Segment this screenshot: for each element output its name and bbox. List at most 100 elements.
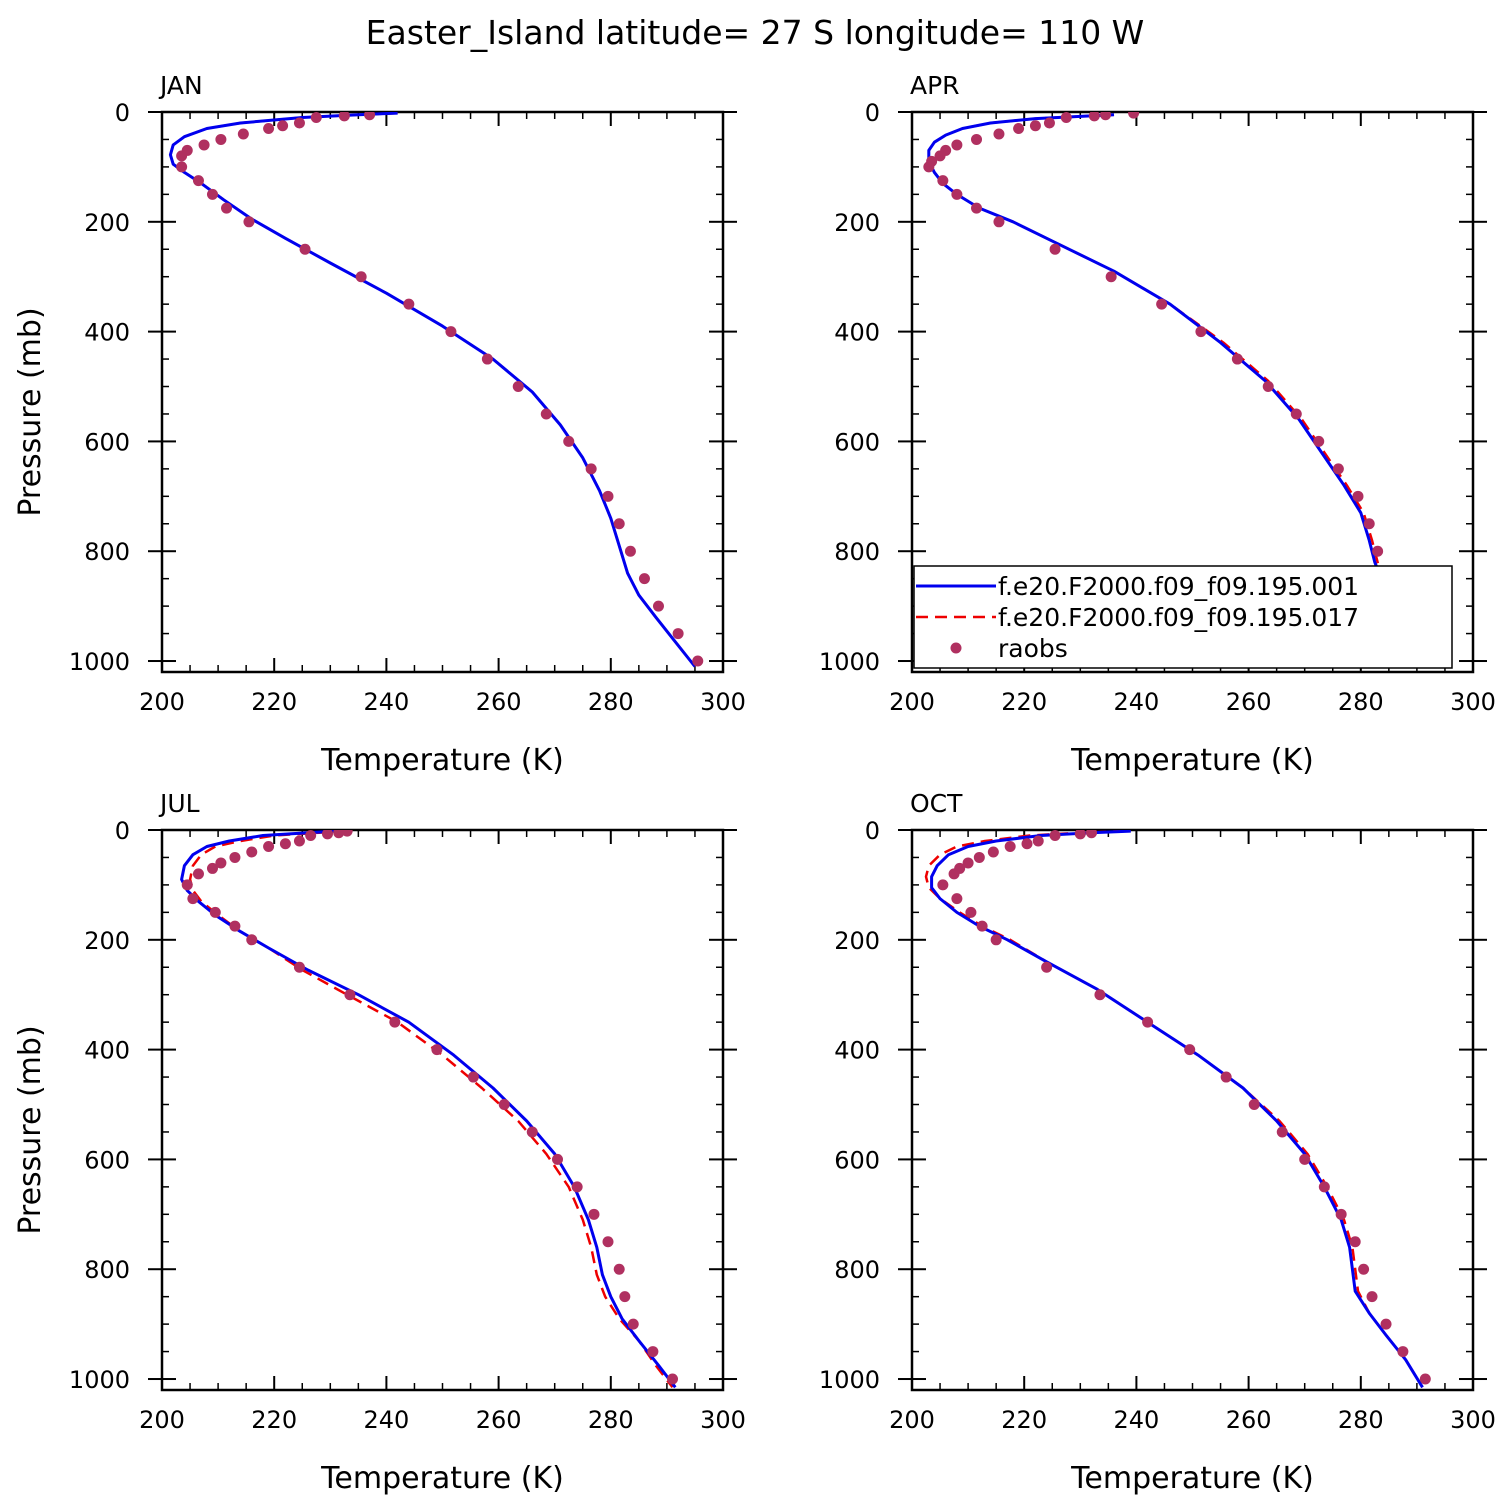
raobs-point	[1290, 408, 1302, 420]
raobs-point	[1021, 838, 1033, 850]
raobs-point	[299, 243, 311, 255]
y-tick-label: 600	[84, 1146, 130, 1174]
raobs-point	[176, 161, 188, 173]
raobs-point	[563, 435, 575, 447]
raobs-point	[481, 353, 493, 365]
x-axis-label: Temperature (K)	[1070, 1461, 1314, 1496]
plot-frame	[160, 110, 725, 674]
raobs-point	[364, 112, 376, 121]
raobs-point	[602, 1236, 614, 1248]
raobs-point	[355, 271, 367, 283]
y-tick-label: 200	[834, 209, 880, 237]
raobs-point	[526, 1126, 538, 1138]
x-tick-label: 280	[588, 688, 634, 716]
legend-label: f.e20.F2000.f09_f09.195.001	[998, 572, 1359, 601]
raobs-point	[1032, 835, 1044, 847]
raobs-point	[1332, 463, 1344, 475]
raobs-point	[246, 934, 258, 946]
legend-label: raobs	[998, 634, 1068, 663]
raobs-point	[923, 161, 935, 173]
raobs-point	[310, 112, 322, 123]
panel-label: JAN	[158, 71, 203, 100]
raobs-point	[293, 117, 305, 129]
raobs-point	[971, 202, 983, 214]
raobs-point	[937, 879, 949, 891]
raobs-point	[293, 961, 305, 973]
y-tick-label: 0	[865, 817, 880, 845]
raobs-point	[293, 835, 305, 847]
y-tick-label: 0	[115, 99, 130, 127]
raobs-point	[389, 1016, 401, 1028]
plot-area	[168, 112, 704, 668]
y-tick-label: 800	[834, 538, 880, 566]
raobs-point	[552, 1153, 564, 1165]
panel-label: JUL	[158, 789, 200, 818]
legend-marker-raobs	[950, 642, 962, 654]
raobs-point	[1060, 112, 1072, 123]
raobs-point	[951, 893, 963, 905]
x-tick-label: 200	[889, 688, 935, 716]
raobs-point	[951, 139, 963, 151]
raobs-point	[692, 655, 704, 667]
raobs-point	[305, 830, 317, 841]
plot-frame	[160, 828, 725, 1392]
y-tick-label: 1000	[69, 648, 130, 676]
x-axis-label: Temperature (K)	[1070, 743, 1314, 778]
raobs-point	[951, 188, 963, 200]
y-tick-label: 600	[834, 1146, 880, 1174]
series-001-line	[180, 830, 677, 1389]
raobs-point	[971, 133, 983, 145]
raobs-point	[585, 463, 597, 475]
raobs-point	[192, 175, 204, 187]
x-tick-label: 240	[1113, 688, 1159, 716]
raobs-point	[1358, 1263, 1370, 1275]
panel-jul: JUL 200 220 240 260 280 300 0 200 400 600 800 1000 Te…	[13, 789, 746, 1496]
raobs-point	[613, 518, 625, 530]
raobs-point	[1029, 120, 1041, 132]
x-axis-label: Temperature (K)	[320, 743, 564, 778]
raobs-point	[1195, 326, 1207, 338]
raobs-point	[652, 600, 664, 612]
raobs-point	[613, 1263, 625, 1275]
x-tick-label: 220	[1001, 1406, 1047, 1434]
plot-area	[180, 830, 679, 1389]
x-tick-label: 260	[1226, 688, 1272, 716]
raobs-point	[1086, 830, 1098, 839]
raobs-point	[1352, 490, 1364, 502]
raobs-point	[1088, 112, 1100, 122]
raobs-point	[1419, 1373, 1431, 1385]
raobs-point	[263, 122, 275, 134]
y-tick-label: 600	[834, 428, 880, 456]
raobs-point	[1299, 1153, 1311, 1165]
x-tick-label: 240	[363, 1406, 409, 1434]
x-tick-label: 240	[1113, 1406, 1159, 1434]
raobs-point	[993, 128, 1005, 140]
legend-label: f.e20.F2000.f09_f09.195.017	[998, 603, 1359, 632]
y-tick-label: 400	[84, 319, 130, 347]
y-tick-label: 1000	[819, 1366, 880, 1394]
raobs-point	[206, 188, 218, 200]
series-017-line	[924, 830, 1424, 1388]
raobs-point	[619, 1291, 631, 1303]
x-tick-label: 220	[251, 688, 297, 716]
raobs-point	[176, 150, 188, 162]
x-tick-label: 260	[476, 688, 522, 716]
raobs-point	[588, 1208, 600, 1220]
series-017-line	[169, 112, 696, 668]
raobs-point	[237, 128, 249, 140]
series-017-line	[188, 830, 674, 1389]
raobs-point	[1074, 830, 1086, 840]
raobs-point	[965, 906, 977, 918]
raobs-point	[1349, 1236, 1361, 1248]
raobs-point	[1318, 1181, 1330, 1193]
y-tick-label: 800	[84, 1256, 130, 1284]
raobs-point	[277, 120, 289, 132]
raobs-point	[279, 838, 291, 850]
raobs-point	[672, 628, 684, 640]
raobs-point	[1156, 298, 1168, 310]
raobs-point	[338, 112, 350, 122]
figure-title: Easter_Island latitude= 27 S longitude= …	[366, 13, 1145, 52]
x-tick-label: 200	[139, 1406, 185, 1434]
raobs-point	[263, 840, 275, 852]
raobs-point	[445, 326, 457, 338]
